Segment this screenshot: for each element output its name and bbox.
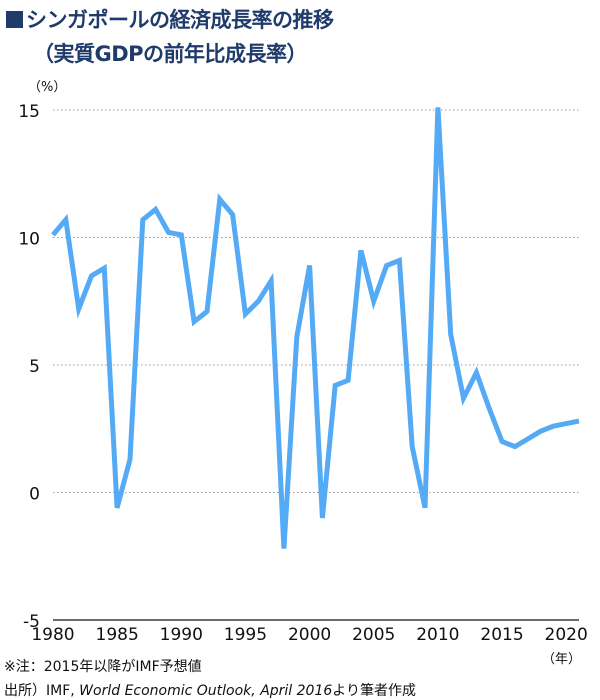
x-tick-label: 2010 [416, 625, 459, 645]
chart-subtitle: （実質GDPの前年比成長率） [33, 42, 308, 66]
source-publication: World Economic Outlook, April 2016 [79, 683, 333, 699]
x-tick-label: 2015 [480, 625, 523, 645]
y-tick-labels: -5 0 5 10 15 [18, 102, 40, 632]
y-axis-unit: （%） [28, 80, 66, 95]
x-axis-unit: （年） [542, 652, 581, 667]
title-square-icon [6, 11, 23, 28]
y-tick-label: -5 [23, 612, 40, 632]
x-tick-label: 1980 [31, 625, 74, 645]
series-line-gdp-growth [51, 107, 580, 549]
y-tick-label: 10 [18, 230, 40, 250]
chart-title-text: シンガポールの経済成長率の推移 [26, 8, 334, 32]
source-note: 出所）IMF, World Economic Outlook, April 20… [4, 680, 416, 700]
y-tick-label: 5 [29, 357, 40, 377]
y-tick-label: 15 [18, 102, 40, 122]
x-tick-label: 1985 [96, 625, 139, 645]
x-tick-labels: 1980 1985 1990 1995 2000 2005 2010 2015 2020 [31, 625, 587, 645]
x-tick-label: 1990 [160, 625, 203, 645]
grid-lines [53, 109, 579, 621]
y-tick-label: 0 [29, 485, 40, 505]
source-suffix: より筆者作成 [332, 683, 417, 699]
x-tick-label: 1995 [224, 625, 267, 645]
series-line-group [51, 107, 580, 549]
x-tick-label: 2020 [545, 625, 588, 645]
source-prefix: 出所）IMF, [4, 683, 75, 699]
forecast-note: ※注：2015年以降がIMF予想値 [4, 659, 202, 675]
chart-title: シンガポールの経済成長率の推移 [6, 4, 334, 34]
x-tick-label: 2005 [352, 625, 395, 645]
x-tick-label: 2000 [288, 625, 331, 645]
